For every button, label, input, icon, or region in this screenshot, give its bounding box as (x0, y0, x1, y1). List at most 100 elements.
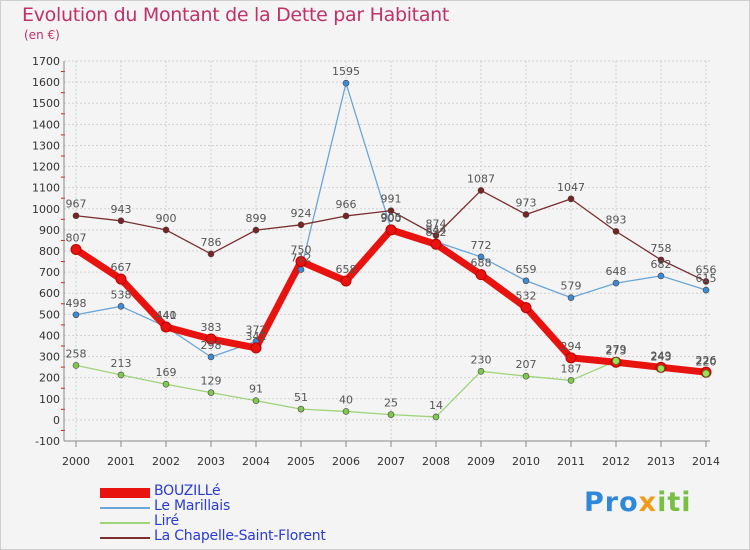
data-point-lire (567, 377, 575, 384)
y-tick-label: 500 (39, 308, 60, 321)
data-point-la-chapelle-saint-florent (387, 207, 395, 214)
data-label: 900 (156, 212, 177, 225)
data-point-le-marillais (72, 311, 80, 319)
data-label: 712 (291, 252, 312, 265)
data-point-bouzille (115, 273, 127, 285)
data-point-le-marillais (522, 277, 530, 285)
data-label: 648 (606, 265, 627, 278)
y-tick-label: 0 (53, 414, 60, 427)
data-point-lire (207, 389, 215, 396)
data-label: 298 (201, 339, 222, 352)
x-tick-label: 2003 (197, 455, 225, 468)
data-point-bouzille (520, 302, 532, 314)
data-label: 667 (111, 261, 132, 274)
x-tick-label: 2014 (692, 455, 720, 468)
data-label: 874 (426, 217, 447, 230)
data-label: 40 (339, 393, 353, 406)
x-tick-label: 2005 (287, 455, 315, 468)
y-tick-label: 900 (39, 224, 60, 237)
data-label: 441 (156, 309, 177, 322)
data-label: 372 (246, 323, 267, 336)
data-point-la-chapelle-saint-florent (162, 226, 170, 234)
data-label: 14 (429, 399, 443, 412)
data-point-bouzille (430, 238, 442, 250)
data-point-bouzille (385, 224, 397, 236)
y-tick-label: 1100 (32, 182, 60, 195)
data-label: 538 (111, 288, 132, 301)
data-point-lire (117, 371, 125, 379)
data-label: 25 (384, 397, 398, 410)
data-label: 658 (336, 263, 357, 276)
data-point-le-marillais (297, 266, 305, 273)
data-label: 807 (66, 232, 87, 245)
data-label: 656 (696, 263, 717, 276)
data-point-lire (252, 397, 260, 404)
data-point-bouzille (295, 256, 307, 268)
data-point-lire (162, 380, 170, 388)
data-label: 341 (246, 330, 267, 343)
grid-layer (64, 60, 710, 445)
data-label: 273 (606, 344, 627, 357)
y-tick-label: 1000 (32, 203, 60, 216)
data-label: 258 (66, 347, 87, 360)
data-label: 832 (426, 226, 447, 239)
x-tick-label: 2013 (647, 455, 675, 468)
data-label: 129 (201, 375, 222, 388)
y-tick-label: 1700 (32, 55, 60, 68)
data-point-lire (522, 372, 530, 380)
data-point-lire (297, 405, 305, 413)
data-label: 772 (471, 239, 492, 252)
y-tick-label: 200 (39, 372, 60, 385)
x-tick-label: 2007 (377, 455, 405, 468)
data-point-lire (477, 368, 485, 375)
x-tick-label: 2012 (602, 455, 630, 468)
data-label: 220 (696, 355, 717, 368)
data-label: 91 (249, 383, 263, 396)
data-label: 905 (381, 211, 402, 224)
data-point-lire (702, 369, 710, 378)
data-label: 758 (651, 242, 672, 255)
data-point-le-marillais (567, 294, 575, 301)
data-point-lire (72, 362, 80, 369)
data-label: 844 (426, 224, 447, 237)
data-label: 498 (66, 297, 87, 310)
logo-part: Pro (584, 487, 639, 518)
x-tick-label: 2008 (422, 455, 450, 468)
legend-swatch (100, 507, 150, 509)
legend-label: La Chapelle-Saint-Florent (154, 528, 326, 544)
data-label: 243 (651, 351, 672, 364)
data-label: 1595 (332, 65, 360, 78)
data-point-lire (432, 413, 440, 421)
data-point-le-marillais (612, 279, 620, 287)
data-point-le-marillais (702, 286, 710, 294)
x-tick-label: 2004 (242, 455, 270, 468)
marker-layer (70, 79, 712, 421)
legend-swatch (100, 488, 150, 498)
y-tick-label: 700 (39, 266, 60, 279)
y-tick-label: 100 (39, 393, 60, 406)
x-tick-label: 2002 (152, 455, 180, 468)
data-point-la-chapelle-saint-florent (297, 221, 305, 229)
data-label: 187 (561, 362, 582, 375)
data-point-la-chapelle-saint-florent (567, 195, 575, 203)
y-tick-label: 1300 (32, 139, 60, 152)
data-label: 51 (294, 391, 308, 404)
legend-label: Le Marillais (154, 498, 231, 514)
data-point-lire (387, 411, 395, 418)
data-label: 943 (111, 203, 132, 216)
data-point-le-marillais (657, 272, 665, 280)
data-label: 682 (651, 258, 672, 271)
y-tick-label: 300 (39, 351, 60, 364)
data-label: 899 (246, 212, 267, 225)
x-tick-label: 2006 (332, 455, 360, 468)
legend-swatch (100, 537, 150, 539)
data-label: 900 (381, 212, 402, 225)
x-tick-label: 2009 (467, 455, 495, 468)
data-point-bouzille (250, 342, 262, 354)
data-point-la-chapelle-saint-florent (432, 232, 440, 239)
data-point-le-marillais (477, 253, 485, 261)
data-point-la-chapelle-saint-florent (657, 256, 665, 264)
data-point-bouzille (565, 352, 577, 364)
data-label: 615 (696, 272, 717, 285)
